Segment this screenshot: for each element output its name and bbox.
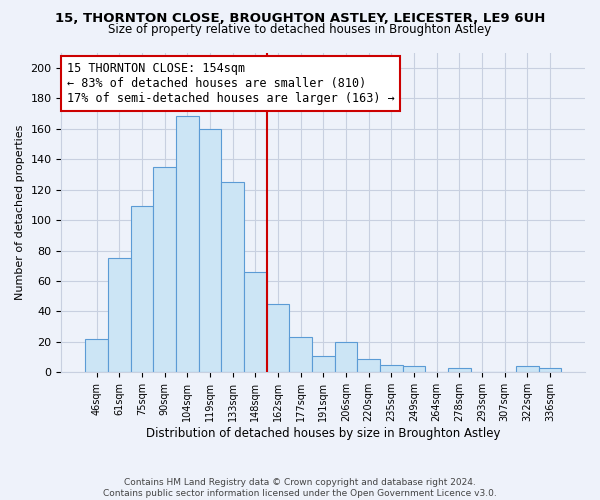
Bar: [244, 272, 266, 372]
Text: Contains HM Land Registry data © Crown copyright and database right 2024.
Contai: Contains HM Land Registry data © Crown c…: [103, 478, 497, 498]
Bar: [289, 338, 312, 372]
Bar: [85, 339, 108, 372]
Bar: [312, 356, 335, 372]
Bar: [539, 368, 561, 372]
Text: 15, THORNTON CLOSE, BROUGHTON ASTLEY, LEICESTER, LE9 6UH: 15, THORNTON CLOSE, BROUGHTON ASTLEY, LE…: [55, 12, 545, 26]
Bar: [199, 128, 221, 372]
Bar: [335, 342, 357, 372]
Bar: [448, 368, 470, 372]
Bar: [357, 358, 380, 372]
Bar: [153, 166, 176, 372]
Y-axis label: Number of detached properties: Number of detached properties: [15, 124, 25, 300]
Bar: [108, 258, 131, 372]
Bar: [380, 364, 403, 372]
Text: 15 THORNTON CLOSE: 154sqm
← 83% of detached houses are smaller (810)
17% of semi: 15 THORNTON CLOSE: 154sqm ← 83% of detac…: [67, 62, 394, 105]
Bar: [266, 304, 289, 372]
Bar: [131, 206, 153, 372]
X-axis label: Distribution of detached houses by size in Broughton Astley: Distribution of detached houses by size …: [146, 427, 500, 440]
Bar: [176, 116, 199, 372]
Bar: [221, 182, 244, 372]
Bar: [516, 366, 539, 372]
Text: Size of property relative to detached houses in Broughton Astley: Size of property relative to detached ho…: [109, 22, 491, 36]
Bar: [403, 366, 425, 372]
